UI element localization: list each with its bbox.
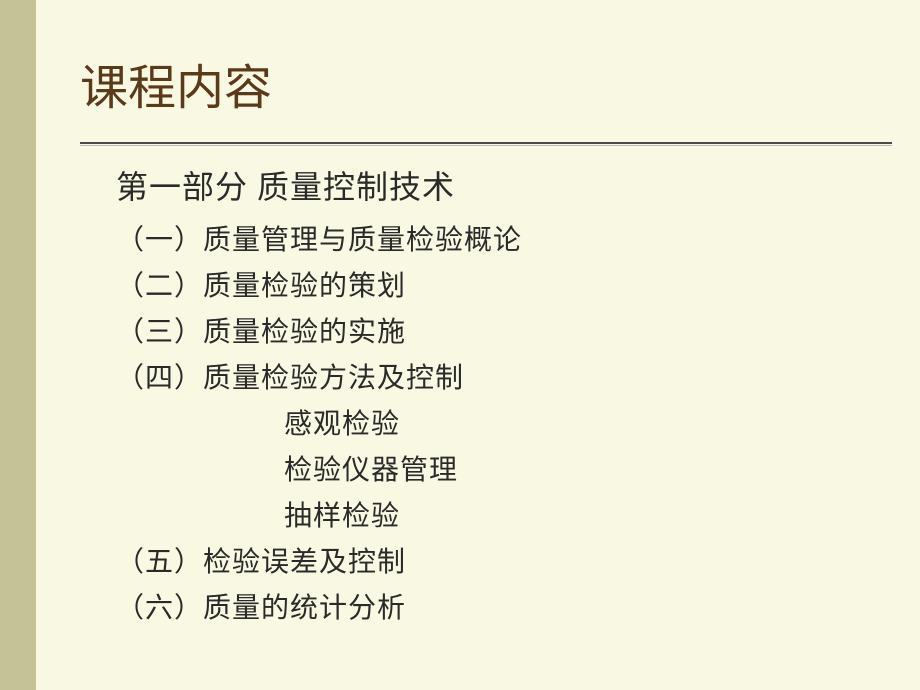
list-item: 感观检验 [116, 402, 522, 448]
slide-sidebar [0, 0, 36, 690]
list-item: 抽样检验 [116, 494, 522, 540]
list-item: （三）质量检验的实施 [116, 310, 522, 356]
title-divider [80, 142, 892, 144]
list-item: 检验仪器管理 [116, 448, 522, 494]
slide-content: 第一部分 质量控制技术 （一）质量管理与质量检验概论（二）质量检验的策划（三）质… [116, 162, 522, 632]
list-item: （五）检验误差及控制 [116, 540, 522, 586]
list-item: （一）质量管理与质量检验概论 [116, 218, 522, 264]
list-item: （四）质量检验方法及控制 [116, 356, 522, 402]
item-list: （一）质量管理与质量检验概论（二）质量检验的策划（三）质量检验的实施（四）质量检… [116, 218, 522, 632]
list-item: （二）质量检验的策划 [116, 264, 522, 310]
list-item: （六）质量的统计分析 [116, 586, 522, 632]
slide-main: 课程内容 第一部分 质量控制技术 （一）质量管理与质量检验概论（二）质量检验的策… [36, 0, 920, 690]
slide-title: 课程内容 [80, 48, 920, 118]
section-subtitle: 第一部分 质量控制技术 [116, 162, 522, 208]
